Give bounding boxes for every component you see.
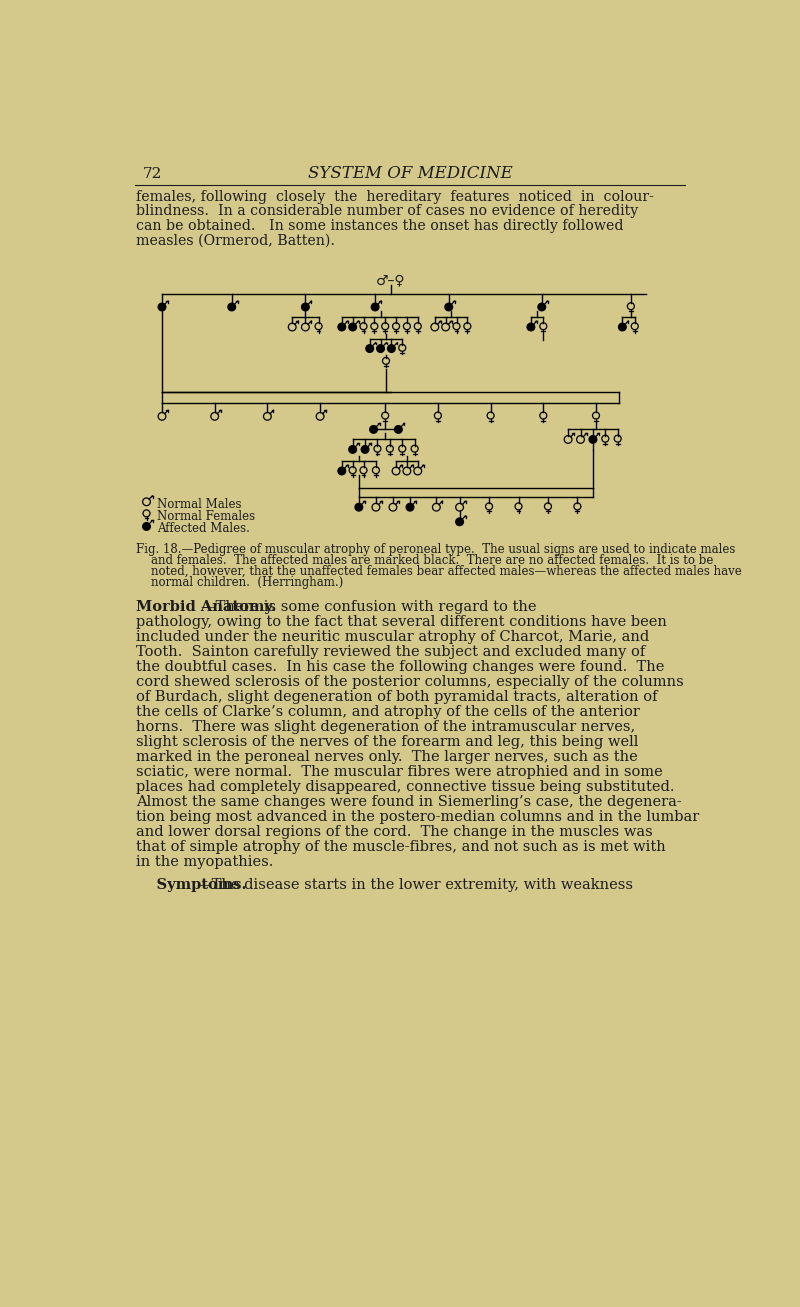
Text: places had completely disappeared, connective tissue being substituted.: places had completely disappeared, conne…	[137, 780, 675, 795]
Text: Affected Males.: Affected Males.	[158, 523, 250, 536]
Text: measles (Ormerod, Batten).: measles (Ormerod, Batten).	[137, 234, 335, 247]
Circle shape	[302, 303, 310, 311]
Text: can be obtained.   In some instances the onset has directly followed: can be obtained. In some instances the o…	[137, 220, 624, 233]
Circle shape	[538, 303, 546, 311]
Text: Normal Males: Normal Males	[158, 498, 242, 511]
Text: SYSTEM OF MEDICINE: SYSTEM OF MEDICINE	[308, 165, 512, 182]
Text: 72: 72	[142, 166, 162, 180]
Circle shape	[406, 503, 414, 511]
Circle shape	[158, 303, 166, 311]
Text: that of simple atrophy of the muscle-fibres, and not such as is met with: that of simple atrophy of the muscle-fib…	[137, 840, 666, 855]
Text: females, following  closely  the  hereditary  features  noticed  in  colour-: females, following closely the hereditar…	[137, 190, 654, 204]
Text: cord shewed sclerosis of the posterior columns, especially of the columns: cord shewed sclerosis of the posterior c…	[137, 676, 684, 689]
Text: in the myopathies.: in the myopathies.	[137, 855, 274, 869]
Text: normal children.  (Herringham.): normal children. (Herringham.)	[137, 575, 344, 588]
Circle shape	[456, 518, 463, 525]
Circle shape	[371, 303, 379, 311]
Text: —The disease starts in the lower extremity, with weakness: —The disease starts in the lower extremi…	[197, 878, 633, 893]
Text: and females.  The affected males are marked black.  There are no affected female: and females. The affected males are mark…	[137, 554, 714, 567]
Text: pathology, owing to the fact that several different conditions have been: pathology, owing to the fact that severa…	[137, 616, 667, 629]
Circle shape	[589, 435, 597, 443]
Text: Fig. 18.—Pedigree of muscular atrophy of peroneal type.  The usual signs are use: Fig. 18.—Pedigree of muscular atrophy of…	[137, 544, 736, 557]
Circle shape	[361, 446, 369, 454]
Text: horns.  There was slight degeneration of the intramuscular nerves,: horns. There was slight degeneration of …	[137, 720, 636, 735]
Circle shape	[445, 303, 453, 311]
Text: —There is some confusion with regard to the: —There is some confusion with regard to …	[201, 600, 537, 614]
Text: ♂–♀: ♂–♀	[376, 273, 406, 288]
Text: marked in the peroneal nerves only.  The larger nerves, such as the: marked in the peroneal nerves only. The …	[137, 750, 638, 765]
Text: and lower dorsal regions of the cord.  The change in the muscles was: and lower dorsal regions of the cord. Th…	[137, 825, 653, 839]
Text: Morbid Anatomy.: Morbid Anatomy.	[137, 600, 277, 614]
Text: blindness.  In a considerable number of cases no evidence of heredity: blindness. In a considerable number of c…	[137, 204, 638, 218]
Text: of Burdach, slight degeneration of both pyramidal tracts, alteration of: of Burdach, slight degeneration of both …	[137, 690, 658, 704]
Circle shape	[349, 323, 357, 331]
Text: tion being most advanced in the postero-median columns and in the lumbar: tion being most advanced in the postero-…	[137, 810, 700, 825]
Text: slight sclerosis of the nerves of the forearm and leg, this being well: slight sclerosis of the nerves of the fo…	[137, 736, 638, 749]
Circle shape	[618, 323, 626, 331]
Text: Normal Females: Normal Females	[158, 510, 255, 523]
Circle shape	[366, 345, 374, 353]
Text: sciatic, were normal.  The muscular fibres were atrophied and in some: sciatic, were normal. The muscular fibre…	[137, 766, 663, 779]
Circle shape	[338, 323, 346, 331]
Circle shape	[377, 345, 385, 353]
Text: Tooth.  Sainton carefully reviewed the subject and excluded many of: Tooth. Sainton carefully reviewed the su…	[137, 646, 646, 659]
Text: Symptoms.: Symptoms.	[137, 878, 247, 893]
Text: Almost the same changes were found in Siemerling’s case, the degenera-: Almost the same changes were found in Si…	[137, 796, 682, 809]
Text: the doubtful cases.  In his case the following changes were found.  The: the doubtful cases. In his case the foll…	[137, 660, 665, 674]
Circle shape	[387, 345, 395, 353]
Circle shape	[527, 323, 534, 331]
Circle shape	[370, 426, 378, 433]
Text: included under the neuritic muscular atrophy of Charcot, Marie, and: included under the neuritic muscular atr…	[137, 630, 650, 644]
Circle shape	[142, 523, 150, 531]
Circle shape	[355, 503, 362, 511]
Circle shape	[394, 426, 402, 433]
Text: the cells of Clarke’s column, and atrophy of the cells of the anterior: the cells of Clarke’s column, and atroph…	[137, 706, 640, 719]
Circle shape	[349, 446, 357, 454]
Circle shape	[228, 303, 236, 311]
Text: noted, however, that the unaffected females bear affected males—whereas the affe: noted, however, that the unaffected fema…	[137, 565, 742, 578]
Circle shape	[338, 467, 346, 474]
